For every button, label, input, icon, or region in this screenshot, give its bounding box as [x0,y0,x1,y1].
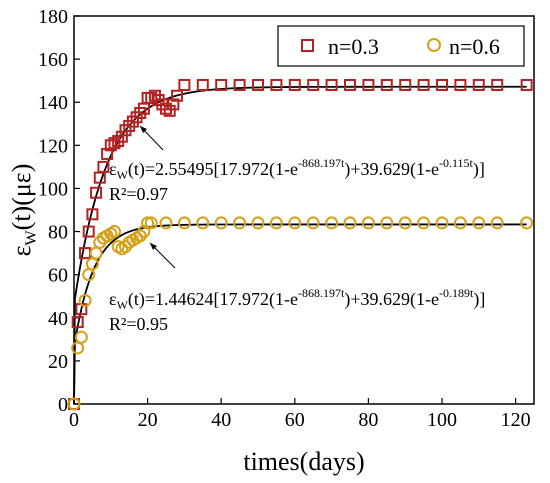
point-n03 [436,78,448,91]
annotation-equation-2: εW(t)=1.44624[17.972(1-e-868.197t)+39.62… [109,286,485,312]
point-n06 [306,216,320,230]
y-axis-title: εW(t)(με) [7,164,40,257]
point-n06 [107,225,121,239]
point-n03 [178,78,191,91]
point-n03 [233,78,246,91]
point-n06 [361,216,375,230]
point-n03 [90,186,103,199]
x-tick-label: 120 [501,409,531,431]
point-n06 [453,216,467,230]
y-tick-label: 160 [38,49,68,71]
y-tick-label: 0 [58,394,68,416]
point-n06 [159,216,173,230]
annotation-r2-2: R²=0.95 [109,314,168,334]
point-n03 [344,78,356,91]
point-n03 [115,130,128,143]
annotation-1: εW(t)=2.55495[17.972(1-e-868.197t)+39.62… [109,125,485,204]
point-n03 [454,78,467,91]
legend-label-n03: n=0.3 [328,34,379,59]
legend-marker-circle [427,38,441,52]
point-n06 [490,216,504,230]
point-n03 [380,78,393,91]
point-n06 [144,216,158,230]
point-n03 [82,225,95,238]
point-n03 [325,78,338,91]
fit-curves [73,85,527,405]
point-n06 [89,246,103,260]
point-n06 [233,216,247,230]
point-n03 [196,78,209,91]
point-n03 [101,147,114,160]
x-tick-label: 0 [69,409,79,431]
annotation-equation-1: εW(t)=2.55495[17.972(1-e-868.197t)+39.62… [109,156,485,182]
data-points [67,78,534,411]
fit-curve-1 [73,85,527,405]
legend: n=0.3 n=0.6 [277,25,525,67]
legend-label-n06: n=0.6 [449,34,500,59]
x-tick-label: 100 [427,409,457,431]
y-tick-label: 80 [48,222,68,244]
point-n06 [288,216,302,230]
axis-ticks: 0 20 40 60 80 100 120 0 20 40 60 80 100 120 140 160 180 [38,6,531,431]
x-axis-title: times(days) [243,447,364,476]
point-n03 [307,78,320,91]
y-tick-label: 140 [38,92,68,114]
point-n06 [196,216,210,230]
point-n03 [362,78,375,91]
annotation-arrowhead-1 [140,126,147,133]
point-n06 [343,216,357,230]
x-tick-label: 40 [211,409,231,431]
point-n03 [472,78,485,91]
y-tick-label: 100 [38,178,68,200]
point-n03 [71,316,84,329]
x-tick-label: 80 [358,409,378,431]
annotation-r2-1: R²=0.97 [109,184,168,204]
point-n03 [97,160,110,173]
annotation-2: εW(t)=1.44624[17.972(1-e-868.197t)+39.62… [109,242,485,334]
point-n03 [417,78,430,91]
point-n06 [417,216,431,230]
point-n03 [252,78,264,91]
point-n03 [167,98,180,111]
point-n06 [325,216,339,230]
y-tick-label: 120 [38,135,68,157]
point-n06 [435,216,449,230]
point-n03 [270,78,283,91]
point-n03 [491,78,504,91]
point-n06 [177,216,191,230]
point-n03 [163,104,176,117]
point-n06 [520,216,534,230]
point-n06 [472,216,486,230]
legend-box [277,25,525,67]
point-n06 [78,294,92,308]
point-n03 [108,137,121,150]
point-n03 [215,78,228,91]
point-n03 [145,91,158,104]
y-tick-label: 20 [48,351,68,373]
point-n06 [251,216,265,230]
x-tick-label: 20 [138,409,158,431]
x-tick-label: 60 [285,409,305,431]
point-n06 [67,397,81,411]
y-tick-label: 60 [48,265,68,287]
point-n03 [86,208,99,221]
point-n03 [171,89,184,102]
point-n06 [269,216,283,230]
point-n03 [288,78,301,91]
legend-marker-square [301,39,314,52]
point-n06 [82,268,96,282]
point-n03 [520,78,533,91]
point-n03 [399,78,412,91]
point-n06 [380,216,394,230]
y-tick-label: 40 [48,308,68,330]
plot-frame [73,15,535,405]
point-n06 [398,216,412,230]
point-n06 [214,216,228,230]
y-tick-label: 180 [38,6,68,28]
point-n06 [141,216,155,230]
annotation-arrowhead-2 [150,243,157,250]
point-n06 [74,330,88,344]
